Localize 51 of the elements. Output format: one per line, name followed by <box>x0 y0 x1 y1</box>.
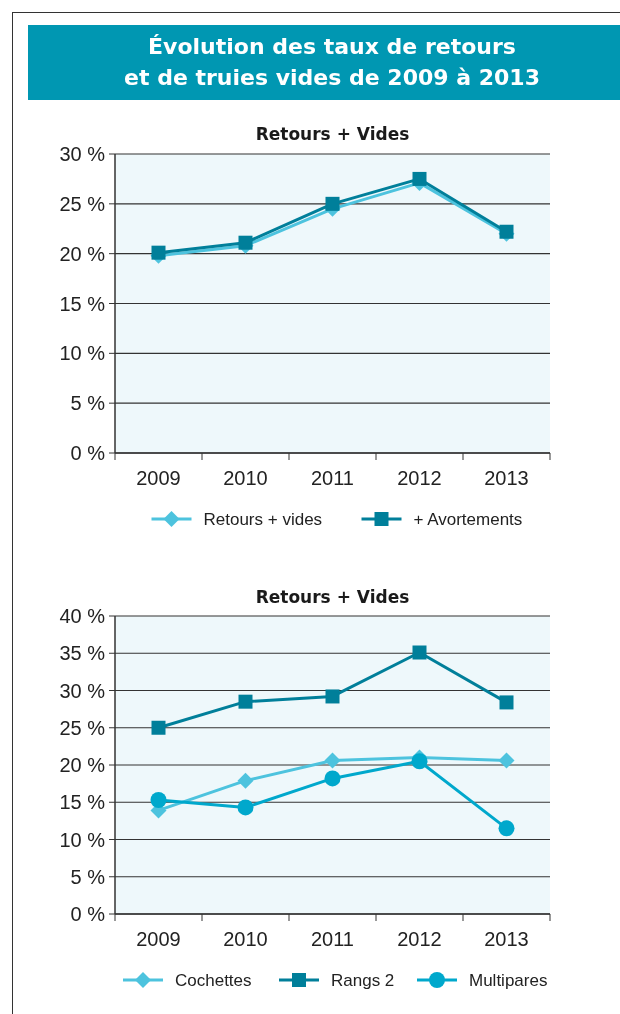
x-tick-label: 2012 <box>397 928 442 950</box>
point <box>412 171 427 186</box>
point <box>412 645 427 660</box>
point <box>237 772 254 789</box>
y-tick-label: 30 % <box>59 679 106 702</box>
point <box>324 752 341 769</box>
x-tick-label: 2010 <box>223 467 268 489</box>
y-tick-label: 30 % <box>59 143 106 165</box>
point <box>324 770 341 787</box>
point <box>238 235 253 250</box>
point <box>150 792 167 809</box>
point <box>325 689 340 704</box>
y-tick-label: 15 % <box>59 791 106 814</box>
x-tick-label: 2013 <box>484 467 529 489</box>
legend-label: Rangs 2 <box>331 970 395 990</box>
y-tick-label: 20 % <box>59 242 106 265</box>
y-tick-label: 10 % <box>59 828 106 851</box>
x-tick-label: 2009 <box>136 928 181 950</box>
point <box>151 720 166 735</box>
x-tick-label: 2012 <box>397 467 442 489</box>
chart-title: Évolution des taux de retours et de truies vides de 2009 à 2013 <box>124 34 540 90</box>
point <box>238 694 253 709</box>
x-tick-label: 2009 <box>136 467 181 489</box>
y-tick-label: 25 % <box>59 716 106 739</box>
legend-label: Retours + vides <box>203 509 323 529</box>
y-tick-label: 0 % <box>70 903 106 925</box>
legend-label: Cochettes <box>175 970 252 990</box>
point <box>237 799 254 816</box>
y-tick-label: 5 % <box>70 392 106 415</box>
y-tick-label: 25 % <box>59 192 106 215</box>
point <box>499 695 514 710</box>
legend-label: + Avortements <box>413 509 523 529</box>
point <box>498 752 515 769</box>
point <box>498 820 515 837</box>
point <box>411 753 428 770</box>
point <box>325 196 340 211</box>
y-tick-label: 5 % <box>70 865 106 888</box>
x-tick-label: 2011 <box>310 467 355 489</box>
y-tick-label: 40 % <box>59 605 106 627</box>
y-tick-label: 15 % <box>59 292 106 315</box>
y-tick-label: 0 % <box>70 442 106 464</box>
point <box>151 245 166 260</box>
chart-title: Retours + Vides <box>255 587 410 607</box>
y-tick-label: 10 % <box>59 342 106 365</box>
y-tick-label: 20 % <box>59 754 106 776</box>
chart-subtitle: Retours + Vides <box>255 124 410 144</box>
x-tick-label: 2010 <box>223 928 268 950</box>
legend-label: Multipares <box>469 970 548 990</box>
x-tick-label: 2013 <box>484 928 529 950</box>
y-tick-label: 35 % <box>59 642 106 665</box>
x-tick-label: 2011 <box>310 928 355 950</box>
